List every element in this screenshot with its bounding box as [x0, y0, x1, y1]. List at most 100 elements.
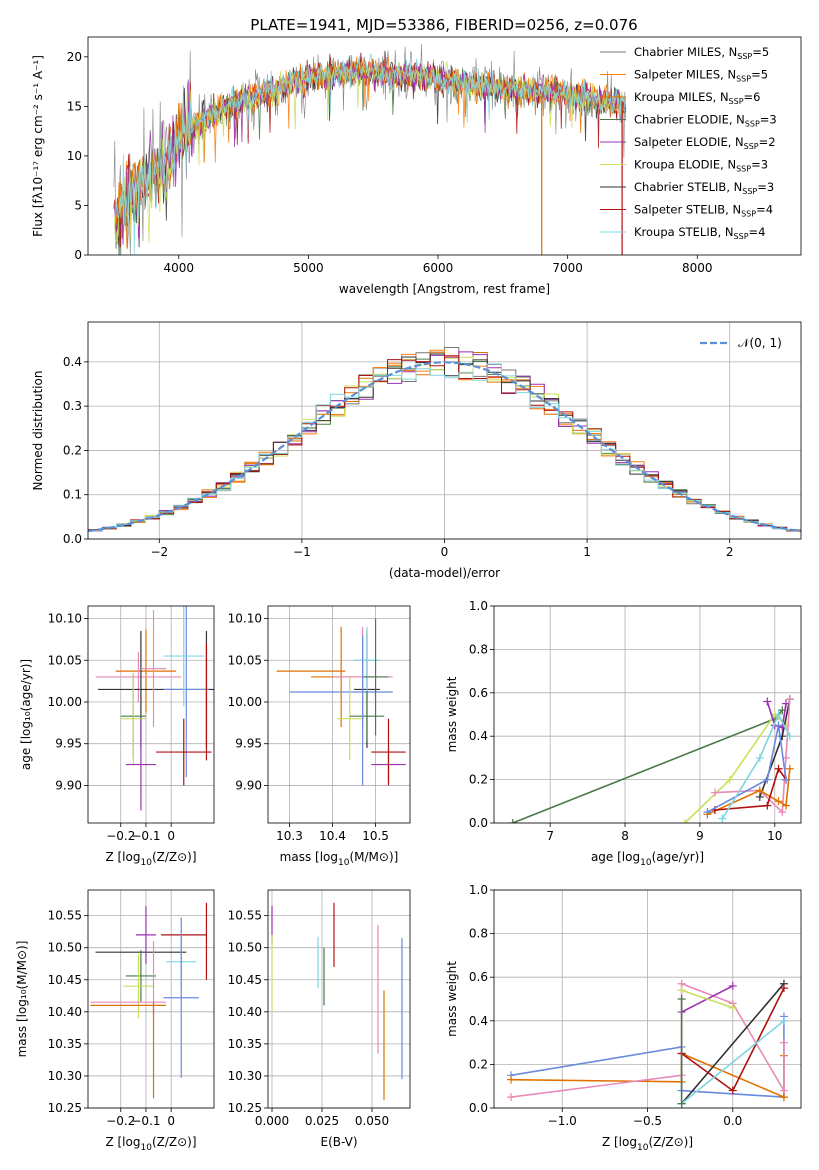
- y-tick-label: 0.4: [63, 355, 82, 369]
- weight-marker: [755, 753, 764, 762]
- y-axis-label: mass weight: [445, 676, 459, 752]
- x-tick-label: 7000: [552, 261, 583, 275]
- y-tick-label: 10.05: [48, 653, 82, 667]
- legend-label-sub: SSP: [741, 210, 756, 219]
- weight-marker: [677, 1099, 686, 1108]
- y-tick-label: 0.0: [63, 532, 82, 546]
- x-axis-label: age [log10(age/yr)]: [591, 850, 704, 868]
- legend-label-main: Chabrier ELODIE, N: [634, 113, 745, 127]
- y-axis-label: Normed distribution: [31, 371, 45, 491]
- spectrum-lines: [113, 43, 627, 255]
- y-tick-label: 10.35: [48, 1037, 82, 1051]
- x-axis-label-main: age [log: [591, 850, 640, 864]
- legend-label-tail: =5: [751, 68, 768, 82]
- y-tick-label: 10.40: [48, 1005, 82, 1019]
- axes-frame: [87, 605, 215, 824]
- x-tick-label: 2: [726, 545, 734, 559]
- weight-series-4: [681, 989, 734, 1009]
- weight-series-5: [680, 983, 785, 1105]
- y-tick-label: 1.0: [469, 599, 488, 613]
- legend-entry: Kroupa ELODIE, NSSP=3: [634, 158, 768, 174]
- weight-marker: [763, 697, 772, 706]
- x-tick-label: −0.1: [131, 829, 160, 843]
- y-tick-label: 10.05: [228, 653, 262, 667]
- y-tick-label: 0.3: [63, 399, 82, 413]
- data-point-1: [95, 651, 182, 702]
- y-tick-label: 9.95: [55, 737, 82, 751]
- y-tick-label: 10.50: [48, 941, 82, 955]
- legend-label-sub: SSP: [736, 165, 751, 174]
- data-point-4: [163, 606, 209, 778]
- x-tick-label: 0.050: [355, 1114, 389, 1128]
- weight-marker: [677, 995, 686, 1003]
- x-tick-label: −2: [150, 545, 168, 559]
- x-tick-label: 5000: [293, 261, 324, 275]
- x-axis-label: E(B-V): [320, 1135, 357, 1149]
- x-axis-label: mass [log10(M/M⊙)]: [280, 850, 399, 868]
- weight-marker: [728, 1003, 737, 1012]
- age-vs-Z-panel: −0.2−0.1 0 9.90 9.95 10.00 10.05 10.10 Z [log10…: [19, 605, 215, 868]
- legend-label-tail: =6: [744, 90, 761, 104]
- x-tick-label: −0.5: [633, 1114, 662, 1128]
- y-tick-label: 0.2: [63, 443, 82, 457]
- x-tick-label: 8000: [682, 261, 713, 275]
- x-axis-label-tail: (Z/Z⊙)]: [152, 850, 197, 864]
- y-axis-label: mass [log₁₀(M/M⊙)]: [15, 941, 29, 1058]
- data-point-1: [135, 906, 157, 964]
- y-tick-label: 0.2: [469, 773, 488, 787]
- y-axis-label: age [log₁₀(age/yr)]: [19, 659, 33, 770]
- axes-frame: [493, 889, 802, 1109]
- x-tick-label: 6000: [423, 261, 454, 275]
- x-axis-label-sub: 10: [140, 1143, 152, 1153]
- weight-series-7: [681, 1020, 785, 1105]
- x-tick-label: 1: [583, 545, 591, 559]
- weight-marker: [755, 786, 764, 795]
- x-axis-label: Z [log10(Z/Z⊙)]: [105, 850, 196, 868]
- weight-marker: [779, 1016, 788, 1025]
- data-point-0: [115, 629, 177, 713]
- weight-marker: [725, 775, 734, 784]
- x-axis-label-main: Z [log: [105, 850, 140, 864]
- axes-frame: [87, 36, 802, 256]
- weight-series-1: [684, 713, 787, 823]
- weight-marker: [785, 695, 794, 704]
- data-point-5: [163, 606, 204, 707]
- weight-marker: [782, 699, 791, 708]
- axes-frame: [493, 605, 802, 824]
- error-bars: [90, 902, 208, 1099]
- weight-marker: [718, 814, 727, 823]
- weight-series-8: [721, 712, 791, 820]
- data-point-7: [163, 917, 199, 1078]
- legend-label-main: Salpeter MILES, N: [634, 68, 736, 82]
- error-bars: [276, 618, 406, 786]
- histogram-series-7: [88, 355, 801, 532]
- x-tick-label: −0.2: [106, 1114, 135, 1128]
- y-tick-label: 20: [67, 50, 82, 64]
- x-tick-label: −0.1: [131, 1114, 160, 1128]
- data-point-7: [336, 676, 363, 761]
- figure-title: PLATE=1941, MJD=53386, FIBERID=0256, z=0…: [250, 16, 637, 34]
- weight-marker: [680, 819, 689, 823]
- x-axis-label-tail: (Z/Z⊙)]: [648, 1135, 693, 1149]
- legend-label-tail: =3: [757, 180, 774, 194]
- mass-weight-vs-Z-panel: −1.0 −0.5 0.0 0.0 0.2 0.4 0.6 0.8 1.0 Z [log10(Z/…: [445, 883, 802, 1153]
- legend-label-sub: SSP: [729, 97, 744, 106]
- spectrum-panel: 4000 5000 6000 7000 8000 0 5 10 15 20 wavelength […: [31, 36, 802, 296]
- legend-entry: Chabrier MILES, NSSP=5: [634, 45, 769, 61]
- legend-label-sub: SSP: [736, 75, 751, 84]
- legend-label-tail: =2: [759, 135, 776, 149]
- y-tick-label: 0.1: [63, 488, 82, 502]
- y-tick-label: 5: [74, 198, 82, 212]
- legend-label-main: Kroupa MILES, N: [634, 90, 729, 104]
- weight-marker: [774, 797, 783, 806]
- histograms: [88, 347, 801, 533]
- x-axis-label: wavelength [Angstrom, rest frame]: [339, 282, 550, 296]
- y-axis-label: Flux [fλ10⁻¹⁷ erg cm⁻² s⁻¹ A⁻¹]: [31, 55, 45, 237]
- axes-frame: [87, 889, 215, 1109]
- legend-entry: 𝒩(0, 1): [738, 336, 782, 350]
- x-tick-label: 10.4: [319, 829, 346, 843]
- y-tick-label: 0.6: [469, 686, 488, 700]
- x-axis-label-tail: (age/yr)]: [652, 850, 704, 864]
- legend-entry: Kroupa MILES, NSSP=6: [634, 90, 760, 106]
